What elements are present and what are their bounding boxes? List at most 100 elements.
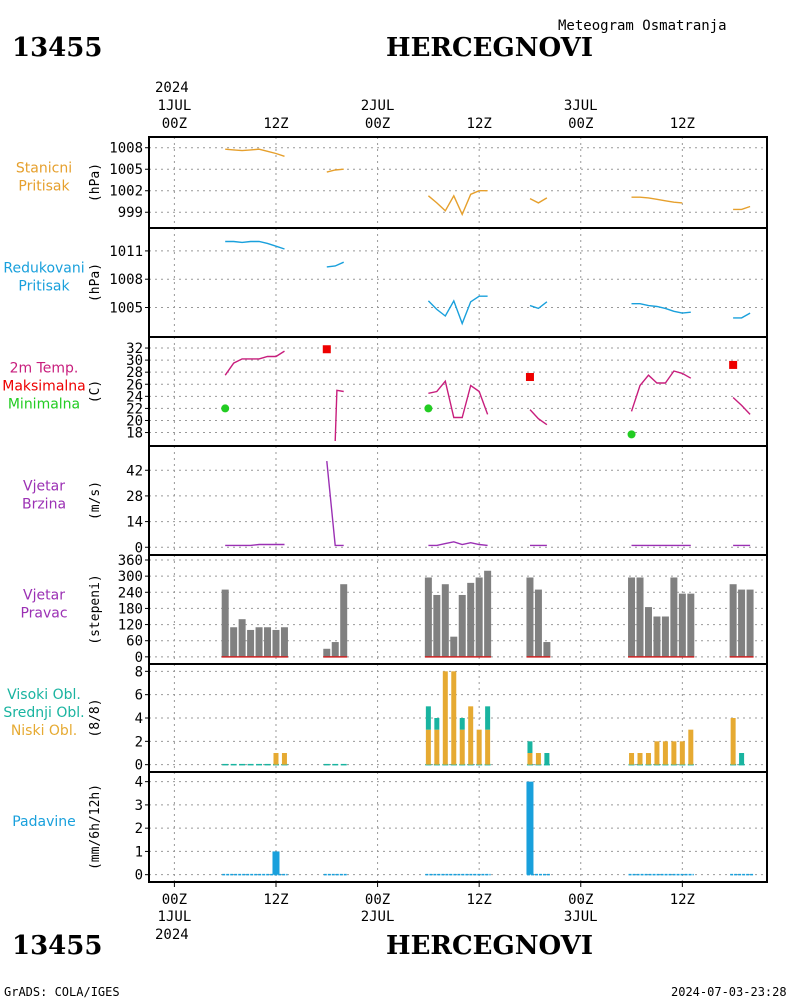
y-tick-label: 1005 [109,300,143,316]
y-tick-label: 1002 [109,184,143,200]
wind-dir-bar [729,584,737,657]
timestamp-label: 2024-07-03-23:28 [671,985,787,999]
date-label: 3JUL [564,98,598,114]
series-line [326,261,344,268]
wind-dir-bar [323,648,331,657]
precip-bar [526,781,534,875]
wind-dir-bar [247,629,255,657]
cloud-low-bar [730,718,736,765]
y-tick-label: 22 [126,401,143,417]
wind-dir-bar [534,589,542,657]
cloud-low-bar [637,753,643,765]
cloud-low-bar [459,729,465,765]
series-line [224,350,285,376]
y-tick-label: 32 [126,341,143,357]
y-tick-label: 26 [126,377,143,393]
series-line [428,541,488,547]
date-label: 1JUL [158,98,192,114]
y-tick-label: 240 [118,585,143,601]
wind-dir-bar [441,584,449,657]
y-tick-label: 0 [135,650,143,666]
cloud-mid-bar [739,753,745,765]
panel-label-line: Srednji Obl. [3,705,84,721]
series-line [733,312,751,319]
cloud-low-bar [527,753,533,765]
panel-label-line: Maksimalna [2,379,86,395]
cloud-low-bar [281,753,287,765]
tmax-point [729,360,738,369]
date-label: 3JUL [564,909,598,925]
wind-dir-bar [230,627,238,657]
y-tick-label: 3 [135,798,143,814]
time-tick-label: 12Z [467,116,492,132]
series-line [225,543,285,547]
panel-label-line: Minimalna [8,397,80,413]
wind-dir-bar [746,589,754,657]
panel-label-line: Pritisak [18,279,70,295]
cloud-low-bar [535,753,541,765]
y-tick-label: 1005 [109,162,143,178]
time-tick-label: 00Z [365,892,390,908]
cloud-mid-bar [434,718,440,730]
cloud-low-bar [688,729,694,765]
wind-dir-bar [467,582,475,657]
date-label: 1JUL [158,909,192,925]
y-axis-label: (stepeni) [88,574,103,644]
wind-dir-bar [644,607,652,657]
cloud-low-bar [273,753,279,765]
station-name-bottom: HERCEGNOVI [386,931,593,961]
time-tick-label: 00Z [365,116,390,132]
y-tick-label: 4 [135,711,143,727]
meteogram-title: Meteogram Osmatranja [558,18,727,34]
wind-dir-bar [450,636,458,657]
y-tick-label: 0 [135,540,143,556]
cloud-low-bar [434,729,440,765]
cloud-low-bar [442,671,448,765]
date-label: 2JUL [361,909,395,925]
y-tick-label: 8 [135,664,143,680]
wind-dir-bar [331,642,339,657]
cloud-low-bar [451,671,457,765]
wind-dir-bar [661,616,669,657]
y-tick-label: 60 [126,634,143,650]
series-line [529,197,548,204]
panel-label-line: Vjetar [23,588,65,604]
station-id-bottom: 13455 [12,931,102,961]
cloud-mid-bar [425,706,431,730]
panel-0: 999 1002 1005 1008 (hPa) Stanicni Pritisak [16,136,768,229]
series-line [334,389,344,442]
y-tick-label: 1 [135,844,143,860]
y-tick-label: 18 [126,426,143,442]
y-tick-label: 28 [126,365,143,381]
y-axis-label: (C) [88,380,103,403]
panel-label-line: Padavine [12,814,76,830]
cloud-low-bar [629,753,635,765]
wind-dir-bar [264,627,272,657]
panel-6: 0 1 2 3 4 (mm/6h/12h) Padavine [12,771,768,884]
panel-frame [148,336,768,447]
cloud-mid-bar [527,741,533,753]
wind-dir-bar [458,594,466,657]
cloud-low-bar [671,741,677,765]
panel-label-line: 2m Temp. [10,361,79,377]
wind-dir-bar [636,577,644,657]
panel-label-line: Visoki Obl. [7,687,81,703]
wind-dir-bar [670,577,678,657]
time-tick-label: 12Z [263,892,288,908]
wind-dir-bar [424,577,432,657]
series-line [630,370,692,412]
y-axis-label: (m/s) [88,481,103,520]
series-line [427,295,488,326]
y-axis-label: (hPa) [88,163,103,202]
y-tick-label: 4 [135,775,143,791]
panel-label-line: Vjetar [23,479,65,495]
year-label-bottom: 2024 [155,927,189,943]
tmin-point [221,404,230,413]
wind-dir-bar [255,627,263,657]
y-tick-label: 2 [135,734,143,750]
cloud-low-bar [679,741,685,765]
cloud-mid-bar [485,706,491,730]
cloud-low-bar [476,729,482,765]
wind-dir-bar [340,584,348,657]
y-axis-label: (mm/6h/12h) [88,784,103,870]
